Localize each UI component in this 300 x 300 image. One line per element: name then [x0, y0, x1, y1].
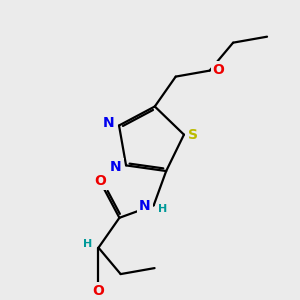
Text: N: N: [103, 116, 115, 130]
Text: H: H: [82, 238, 92, 249]
Text: O: O: [92, 284, 104, 298]
Text: N: N: [110, 160, 122, 174]
Text: H: H: [158, 204, 167, 214]
Text: S: S: [188, 128, 198, 142]
Text: N: N: [139, 199, 151, 213]
Text: O: O: [213, 63, 224, 77]
Text: O: O: [94, 174, 106, 188]
